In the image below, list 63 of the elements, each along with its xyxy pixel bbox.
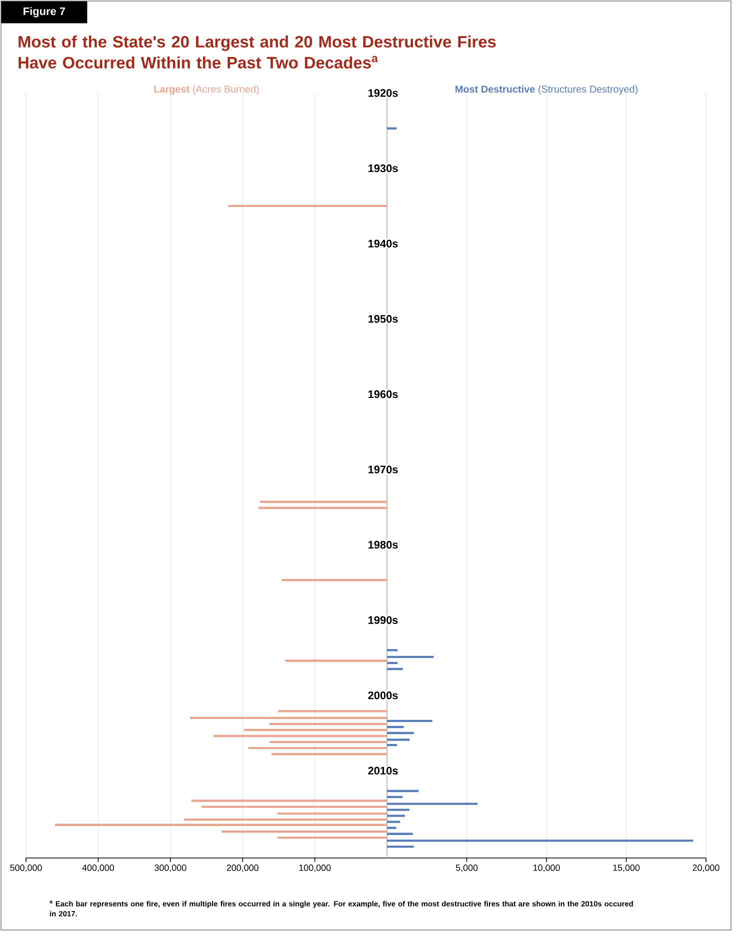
bar — [387, 720, 432, 722]
bar — [387, 796, 402, 798]
bar — [387, 820, 400, 823]
y-tick-label: 2010s — [368, 766, 398, 775]
x-tick-label: 500,000 — [10, 864, 42, 872]
bar — [282, 579, 387, 582]
bar — [54, 824, 387, 826]
bar — [201, 806, 387, 808]
bar — [387, 814, 405, 817]
bar — [387, 790, 419, 792]
x-tick-label: 300,000 — [154, 864, 186, 872]
y-tick-label: 2000s — [368, 691, 398, 700]
bar — [277, 836, 387, 839]
bar — [387, 649, 398, 652]
bar — [269, 722, 387, 726]
y-tick-label: 1950s — [368, 315, 398, 323]
bar — [387, 662, 398, 664]
bar — [260, 500, 387, 503]
bar — [222, 830, 387, 833]
x-tick-label: 100,000 — [299, 864, 331, 872]
bar — [214, 734, 387, 738]
y-tick-label: 1970s — [368, 466, 398, 474]
bar — [387, 802, 478, 805]
bar — [278, 710, 387, 712]
y-tick-label: 1980s — [368, 540, 398, 549]
bar — [269, 740, 387, 744]
y-tick-label: 1990s — [368, 616, 398, 624]
bar — [248, 746, 387, 750]
bar — [387, 726, 404, 728]
bar — [190, 716, 387, 720]
bar — [387, 656, 434, 658]
bar — [387, 846, 414, 848]
bar — [285, 660, 387, 662]
bar — [244, 728, 387, 732]
bar — [191, 800, 387, 802]
y-tick-label: 1960s — [368, 390, 398, 398]
bar — [387, 808, 410, 811]
bar — [271, 752, 387, 756]
bar — [387, 744, 398, 746]
bar — [387, 826, 396, 829]
bar — [387, 668, 403, 670]
caption: Figure 7 — [24, 7, 66, 18]
x-tick-label: 15,000 — [613, 864, 640, 872]
x-tick-label: 20,000 — [692, 864, 720, 872]
x-tick-label: 10,000 — [533, 864, 560, 872]
bar — [387, 738, 410, 741]
y-tick-label: 1940s — [368, 240, 398, 248]
chart-title: Most of the State's 20 Largest and 20 Most Destructive Fires Have Occurred Within the Past Two Decades$^{a}$ — [18, 36, 496, 69]
bar — [277, 812, 387, 815]
x-tick-label: 200,000 — [226, 864, 258, 872]
bar — [387, 840, 694, 842]
chart-subtitle: Most Destructive (Structures Destroyed) — [456, 85, 638, 95]
y-tick-label: 1930s — [368, 164, 398, 172]
y-tick-label: 1920s — [368, 89, 398, 97]
bar — [184, 818, 387, 821]
bar — [387, 732, 414, 734]
bar — [387, 832, 413, 836]
x-tick-label: 5,000 — [456, 864, 478, 872]
x-tick-label: 400,000 — [82, 864, 114, 872]
bar — [228, 204, 387, 208]
bar — [387, 127, 397, 130]
bar — [258, 506, 387, 509]
chart-subtitle: Largest (Acres Burned) — [154, 85, 259, 95]
